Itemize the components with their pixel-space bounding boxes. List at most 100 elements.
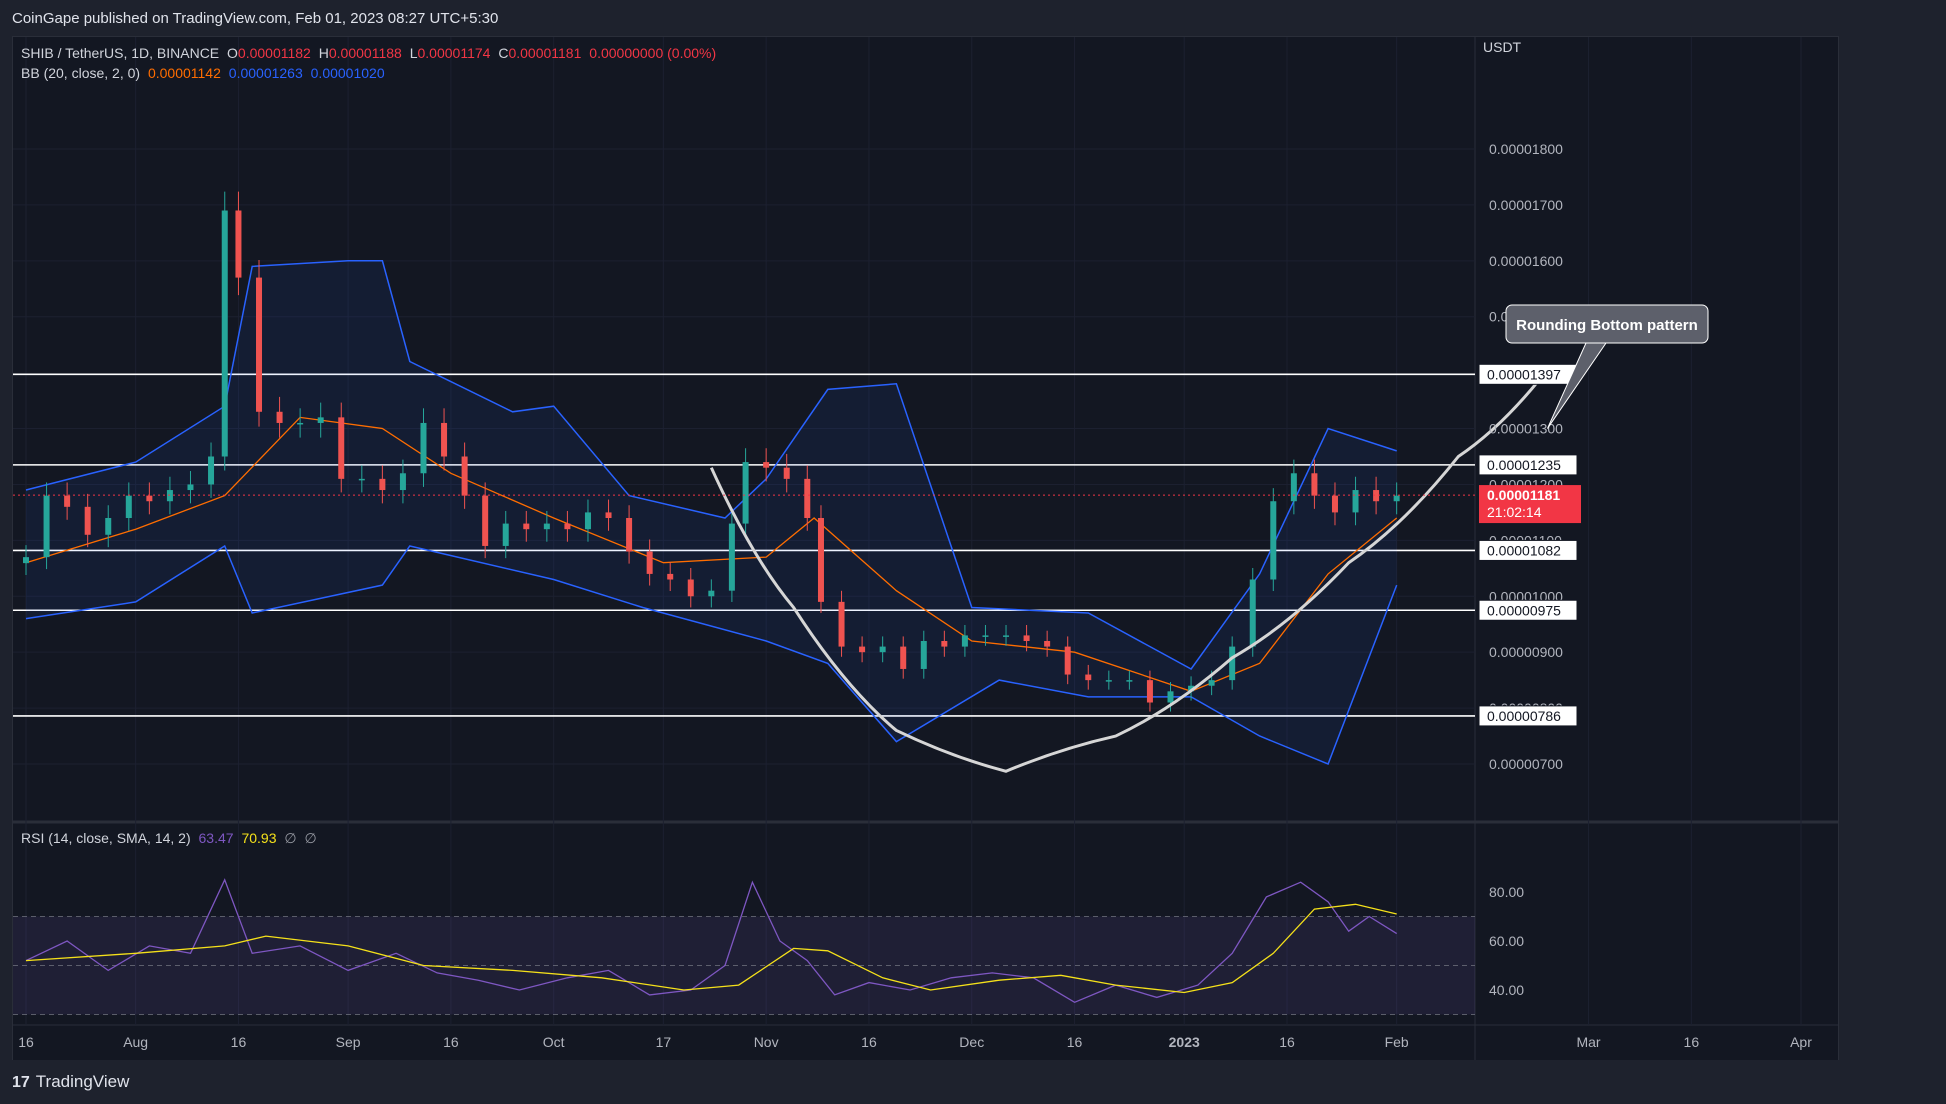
candle-body <box>1188 685 1195 692</box>
candle-body <box>879 646 886 653</box>
rsi-empty-1: ∅ <box>284 830 297 846</box>
candle-body <box>920 641 927 669</box>
rsi-label: RSI (14, close, SMA, 14, 2) <box>21 830 191 846</box>
candle-body <box>1331 495 1338 513</box>
grid <box>13 37 1838 1061</box>
candle-body <box>900 646 907 669</box>
current-price-label: 0.00001181 <box>1487 487 1560 503</box>
rsi-value: 63.47 <box>198 830 234 846</box>
rsi-tick-label: 80.00 <box>1489 884 1524 900</box>
chart-svg[interactable]: USDT 0.00001800 0.00001700 0.00001600 0.0000… <box>13 37 1838 1061</box>
level-tag-box <box>1478 454 1578 476</box>
symbol-label: SHIB / TetherUS, 1D, BINANCE <box>21 45 220 61</box>
candle-body <box>1393 495 1400 502</box>
candle-body <box>166 490 173 502</box>
price-tick-label: 0.00001700 <box>1489 197 1563 213</box>
time-tick-label: 16 <box>1684 1034 1700 1050</box>
candle-body <box>399 473 406 491</box>
level-tag-label: 0.00001397 <box>1487 366 1561 382</box>
bollinger-bands <box>25 260 1398 765</box>
chart-pane[interactable]: USDT 0.00001800 0.00001700 0.00001600 0.0000… <box>12 36 1839 1062</box>
candle-body <box>420 422 427 474</box>
top-bar <box>0 0 1946 36</box>
candle-body <box>1003 635 1010 637</box>
tradingview-logo[interactable]: 17 TradingView <box>12 1072 129 1092</box>
candle-body <box>482 495 489 546</box>
time-tick-label: Apr <box>1790 1034 1812 1050</box>
candle-body <box>1126 680 1133 682</box>
rsi-tick-label: 40.00 <box>1489 982 1524 998</box>
current-price-tag <box>1479 485 1581 524</box>
level-tag-label: 0.00001082 <box>1487 542 1561 558</box>
level-tag-box <box>1478 539 1578 561</box>
level-tag-label: 0.00001235 <box>1487 457 1561 473</box>
time-tick-label: 16 <box>1279 1034 1295 1050</box>
annotation: Rounding Bottom pattern <box>1505 304 1709 429</box>
bottom-bar <box>0 1060 1946 1104</box>
time-tick-label: 16 <box>18 1034 34 1050</box>
time-tick-label: Sep <box>336 1034 361 1050</box>
level-tag-box <box>1478 599 1578 621</box>
tv-brand: TradingView <box>35 1072 130 1091</box>
annotation-box <box>1505 304 1709 344</box>
level-tag-box <box>1478 705 1578 727</box>
candle-body <box>146 495 153 502</box>
bb-upper-value: 0.00001263 <box>228 65 303 81</box>
candle-body <box>23 557 29 564</box>
candle-body <box>1146 680 1153 703</box>
countdown-label: 21:02:14 <box>1487 504 1542 520</box>
candle-body <box>982 635 989 637</box>
candle-body <box>543 523 550 530</box>
candle-body <box>523 523 530 530</box>
time-tick-label: Dec <box>959 1034 984 1050</box>
candle-body <box>708 590 715 597</box>
price-tick-label: 0.00001300 <box>1489 421 1563 437</box>
rsi-band-area <box>13 916 1475 1015</box>
candle-body <box>1064 646 1071 675</box>
level-tag-label: 0.00000975 <box>1487 602 1561 618</box>
low-value: 0.00001174 <box>417 45 491 61</box>
candle-body <box>441 422 448 457</box>
currency-label: USDT <box>1483 39 1522 55</box>
candle-body <box>358 478 365 481</box>
time-tick-label: 17 <box>656 1034 672 1050</box>
candle-body <box>297 422 304 425</box>
candle-body <box>43 495 50 558</box>
time-tick-label: 16 <box>443 1034 459 1050</box>
candle-body <box>1105 680 1112 682</box>
level-tag-label: 0.00000786 <box>1487 708 1561 724</box>
candle-body <box>502 523 509 546</box>
time-tick-label: 2023 <box>1169 1034 1200 1050</box>
time-tick-label: 16 <box>1067 1034 1083 1050</box>
time-tick-label: 16 <box>231 1034 247 1050</box>
close-value: 0.00001181 <box>508 45 582 61</box>
candle-body <box>687 579 694 597</box>
annotation-text: Rounding Bottom pattern <box>1516 317 1698 334</box>
candle-body <box>626 518 633 552</box>
candle-body <box>1085 674 1092 681</box>
time-tick-label: Aug <box>123 1034 148 1050</box>
candle-body <box>646 551 653 574</box>
candle-body <box>961 635 968 647</box>
rsi-tick-label: 60.00 <box>1489 933 1524 949</box>
candle-body <box>105 518 112 535</box>
candle-body <box>379 478 386 491</box>
candle-body <box>763 462 770 468</box>
candle-body <box>1208 680 1215 686</box>
time-tick-label: Oct <box>543 1034 565 1050</box>
candle-body <box>1373 490 1380 502</box>
candle-body <box>221 210 228 457</box>
candle-body <box>1311 473 1318 496</box>
candle-body <box>783 467 790 479</box>
candle-body <box>1352 490 1359 513</box>
candle-body <box>84 506 91 535</box>
candle-body <box>1023 635 1030 641</box>
main-legend: SHIB / TetherUS, 1D, BINANCE O0.00001182… <box>21 45 720 61</box>
candle-body <box>187 484 194 491</box>
candle-body <box>64 495 71 507</box>
candle-body <box>338 417 345 479</box>
price-tick-label: 0.00000900 <box>1489 644 1563 660</box>
candle-body <box>1249 579 1256 647</box>
published-header: CoinGape published on TradingView.com, F… <box>12 10 499 27</box>
time-tick-label: 16 <box>861 1034 877 1050</box>
